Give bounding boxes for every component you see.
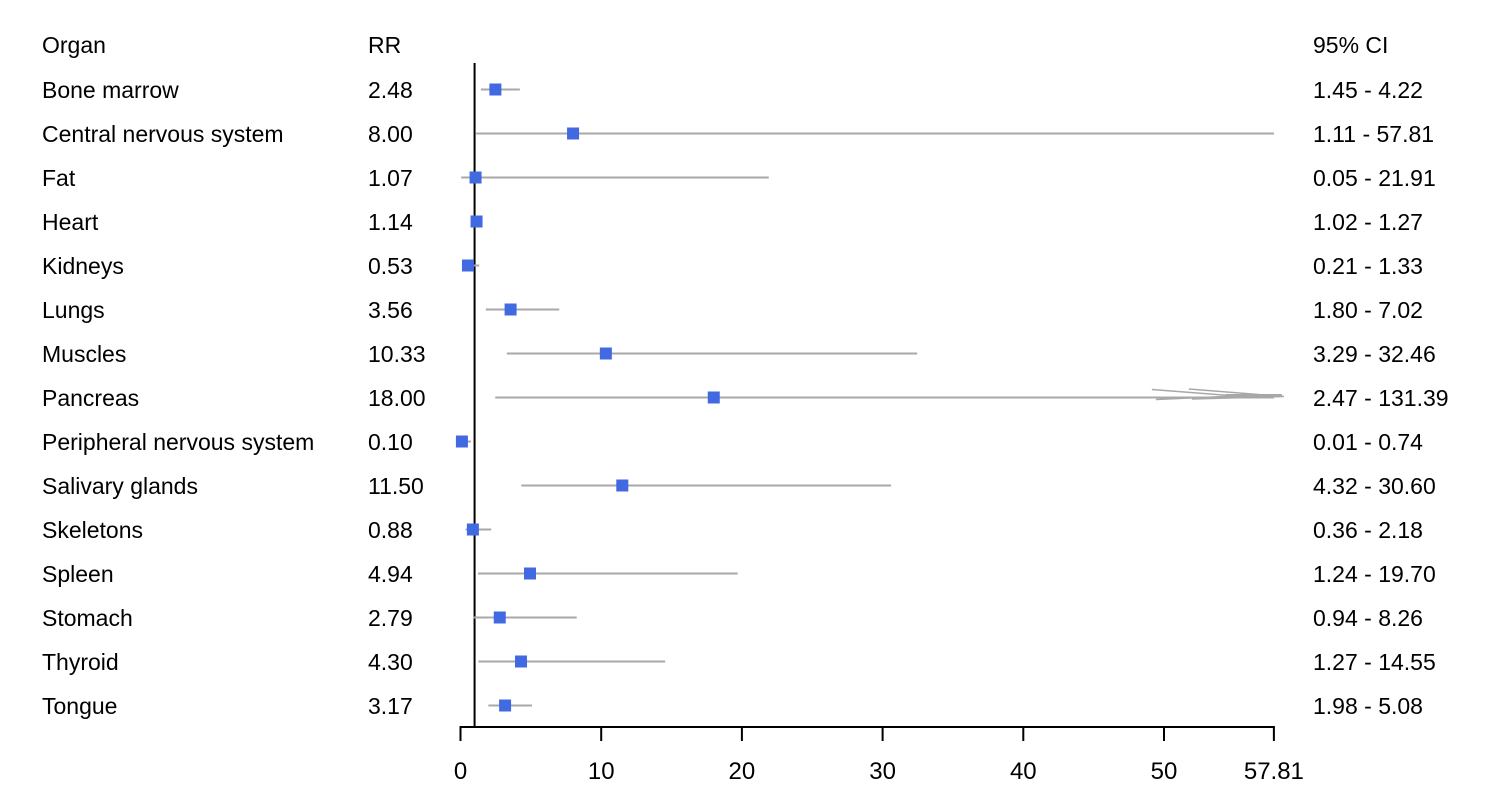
organ-label: Peripheral nervous system	[42, 428, 315, 455]
rr-marker	[493, 611, 506, 624]
rr-value: 0.10	[368, 428, 413, 455]
rr-value: 10.33	[368, 340, 426, 367]
rr-marker	[499, 699, 512, 712]
x-axis-tick-label: 0	[454, 758, 467, 785]
organ-label: Skeletons	[42, 516, 144, 543]
organ-label: Pancreas	[42, 384, 140, 411]
organ-label: Heart	[42, 208, 99, 235]
rr-value: 11.50	[368, 472, 424, 499]
ci-value: 2.47 - 131.39	[1313, 384, 1449, 411]
organ-label: Salivary glands	[42, 472, 198, 499]
ci-value: 1.11 - 57.81	[1313, 120, 1435, 147]
ci-column-header: 95% CI	[1313, 32, 1389, 58]
organ-column-header: Organ	[42, 32, 106, 58]
rr-marker	[515, 655, 528, 668]
ci-value: 1.98 - 5.08	[1313, 692, 1423, 719]
ci-value: 3.29 - 32.46	[1313, 340, 1436, 367]
rr-value: 3.17	[368, 692, 413, 719]
organ-label: Spleen	[42, 560, 114, 587]
rr-value: 0.88	[368, 516, 413, 543]
ci-value: 0.05 - 21.91	[1313, 164, 1436, 191]
ci-value: 0.36 - 2.18	[1313, 516, 1423, 543]
ci-value: 0.94 - 8.26	[1313, 604, 1423, 631]
ci-value: 1.24 - 19.70	[1313, 560, 1436, 587]
rr-value: 2.48	[368, 76, 413, 103]
x-axis-tick-label: 57.81	[1244, 758, 1304, 785]
rr-value: 3.56	[368, 296, 413, 323]
x-axis-tick-label: 10	[588, 758, 615, 785]
rr-marker	[707, 391, 720, 404]
organ-label: Tongue	[42, 692, 118, 719]
rr-marker	[461, 259, 474, 272]
rr-marker	[455, 435, 468, 448]
rr-marker	[567, 127, 580, 140]
rr-value: 18.00	[368, 384, 426, 411]
rr-marker	[599, 347, 612, 360]
organ-label: Fat	[42, 164, 76, 191]
organ-label: Central nervous system	[42, 120, 284, 147]
rr-value: 4.30	[368, 648, 413, 675]
rr-marker	[466, 523, 479, 536]
ci-value: 0.01 - 0.74	[1313, 428, 1423, 455]
organ-label: Thyroid	[42, 648, 119, 675]
rr-marker	[470, 215, 483, 228]
x-axis-tick-label: 40	[1010, 758, 1037, 785]
organ-label: Bone marrow	[42, 76, 179, 103]
rr-value: 2.79	[368, 604, 413, 631]
x-axis-tick-label: 20	[729, 758, 756, 785]
rr-marker	[504, 303, 517, 316]
x-axis-tick-label: 30	[869, 758, 896, 785]
organ-label: Stomach	[42, 604, 133, 631]
rr-marker	[469, 171, 482, 184]
rr-column-header: RR	[368, 32, 402, 58]
rr-value: 1.14	[368, 208, 413, 235]
rr-value: 8.00	[368, 120, 413, 147]
rr-value: 4.94	[368, 560, 413, 587]
ci-overflow-arrow	[1188, 388, 1284, 400]
x-axis-tick-label: 50	[1151, 758, 1178, 785]
rr-value: 1.07	[368, 164, 413, 191]
ci-value: 1.02 - 1.27	[1313, 208, 1423, 235]
organ-label: Kidneys	[42, 252, 124, 279]
ci-value: 0.21 - 1.33	[1313, 252, 1423, 279]
ci-value: 4.32 - 30.60	[1313, 472, 1436, 499]
organ-label: Lungs	[42, 296, 105, 323]
ci-value: 1.45 - 4.22	[1313, 76, 1423, 103]
rr-value: 0.53	[368, 252, 413, 279]
rr-marker	[616, 479, 629, 492]
ci-value: 1.27 - 14.55	[1313, 648, 1436, 675]
organ-label: Muscles	[42, 340, 127, 367]
ci-value: 1.80 - 7.02	[1313, 296, 1423, 323]
rr-marker	[524, 567, 537, 580]
rr-marker	[489, 83, 502, 96]
